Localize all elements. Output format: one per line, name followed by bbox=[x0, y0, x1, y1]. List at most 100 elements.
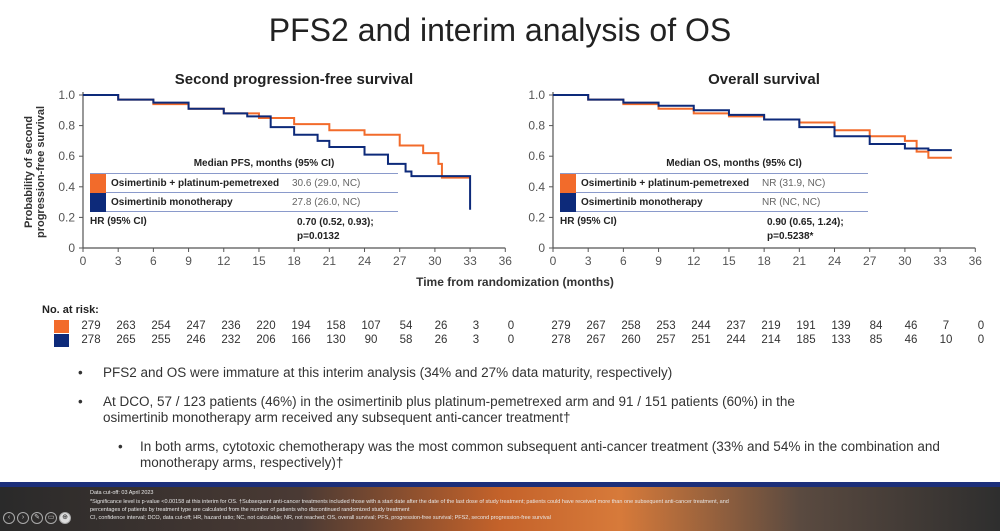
y-tick-label: 0 bbox=[538, 241, 545, 255]
at-risk-mono: 257 bbox=[656, 334, 676, 346]
x-tick-label: 21 bbox=[793, 254, 807, 268]
legend-row: Osimertinib monotherapy NR (NC, NC) bbox=[560, 192, 868, 212]
at-risk-combo: 158 bbox=[326, 320, 346, 332]
x-tick-label: 0 bbox=[550, 254, 557, 268]
x-tick-label: 30 bbox=[898, 254, 912, 268]
at-risk-mono: 232 bbox=[221, 334, 241, 346]
km-plots: 00.20.40.60.81.00 3 6 9 12 15 18 21 24 27 30 33 3600… bbox=[58, 88, 983, 268]
legend-swatch bbox=[560, 192, 576, 212]
at-risk-mono: 246 bbox=[186, 334, 206, 346]
at-risk-combo: 26 bbox=[434, 320, 448, 332]
y-tick-label: 0.6 bbox=[58, 149, 75, 163]
footer-band bbox=[0, 482, 1000, 531]
y-tick-label: 0.4 bbox=[58, 180, 75, 194]
combo-curve bbox=[553, 94, 952, 159]
at-risk-combo: 3 bbox=[472, 320, 480, 332]
at-risk-combo: 263 bbox=[116, 320, 136, 332]
y-tick-label: 1.0 bbox=[58, 88, 75, 102]
at-risk-combo: 84 bbox=[869, 320, 883, 332]
at-risk-mono: 255 bbox=[151, 334, 171, 346]
x-tick-label: 12 bbox=[217, 254, 231, 268]
legend-header: Median PFS, months (95% CI) bbox=[193, 158, 335, 169]
x-axis-label: Time from randomization (months) bbox=[416, 275, 614, 289]
footnote: Data cut-off: 03 April 2023 bbox=[90, 490, 154, 496]
x-tick-label: 33 bbox=[933, 254, 947, 268]
at-risk-combo: 244 bbox=[691, 320, 711, 332]
legend-median: NR (31.9, NC) bbox=[762, 177, 826, 189]
at-risk-combo: 7 bbox=[942, 320, 950, 332]
y-tick-label: 0.2 bbox=[528, 210, 545, 224]
x-tick-label: 0 bbox=[80, 254, 87, 268]
zoom-icon[interactable]: ⊕ bbox=[59, 512, 71, 524]
x-tick-label: 15 bbox=[252, 254, 266, 268]
hr-value: 0.70 (0.52, 0.93); p=0.0132 bbox=[297, 217, 374, 242]
at-risk-combo: 258 bbox=[621, 320, 641, 332]
x-tick-label: 33 bbox=[463, 254, 477, 268]
at-risk-mono: 85 bbox=[869, 334, 883, 346]
at-risk-combo: 139 bbox=[831, 320, 851, 332]
mono-curve bbox=[83, 94, 472, 210]
at-risk-combo: 0 bbox=[977, 320, 985, 332]
x-tick-label: 24 bbox=[358, 254, 372, 268]
at-risk-mono: 214 bbox=[761, 334, 781, 346]
x-tick-label: 6 bbox=[150, 254, 157, 268]
legend-row: Osimertinib monotherapy 27.8 (26.0, NC) bbox=[90, 192, 398, 212]
legend-median: 27.8 (26.0, NC) bbox=[292, 196, 361, 208]
legend-row: Osimertinib + platinum-pemetrexed NR (31… bbox=[560, 173, 868, 193]
legend-series-name: Osimertinib monotherapy bbox=[581, 196, 703, 208]
x-tick-label: 18 bbox=[757, 254, 771, 268]
at-risk-mono: 0 bbox=[507, 334, 515, 346]
x-tick-label: 18 bbox=[287, 254, 301, 268]
combo-curve bbox=[83, 94, 471, 179]
x-tick-label: 12 bbox=[687, 254, 701, 268]
legend-swatch bbox=[90, 173, 106, 193]
legend-series-name: Osimertinib monotherapy bbox=[111, 196, 233, 208]
at-risk-combo: 236 bbox=[221, 320, 241, 332]
at-risk-mono: 260 bbox=[621, 334, 641, 346]
x-tick-label: 27 bbox=[393, 254, 407, 268]
legend-median: NR (NC, NC) bbox=[762, 196, 821, 208]
at-risk-label: No. at risk: bbox=[42, 304, 99, 316]
pfs2-legend: Median PFS, months (95% CI) Osimertinib … bbox=[90, 158, 398, 244]
hr-row: HR (95% CI) 0.90 (0.65, 1.24); p=0.5238* bbox=[560, 211, 868, 244]
at-risk-combo: 247 bbox=[186, 320, 206, 332]
bullet-1: PFS2 and OS were immature at this interi… bbox=[103, 365, 673, 380]
x-tick-label: 3 bbox=[115, 254, 122, 268]
legend-swatch bbox=[90, 192, 106, 212]
previous-slide-icon[interactable]: ‹ bbox=[3, 512, 15, 524]
x-tick-label: 36 bbox=[969, 254, 983, 268]
at-risk-mono: 0 bbox=[977, 334, 985, 346]
y-tick-label: 0.6 bbox=[528, 149, 545, 163]
at-risk-combo: 254 bbox=[151, 320, 171, 332]
x-tick-label: 15 bbox=[722, 254, 736, 268]
at-risk-combo: 279 bbox=[81, 320, 101, 332]
bullet-dot: • bbox=[118, 439, 123, 454]
at-risk-combo: 237 bbox=[726, 320, 746, 332]
os-chart-title: Overall survival bbox=[708, 71, 820, 88]
x-tick-label: 9 bbox=[185, 254, 192, 268]
x-tick-label: 27 bbox=[863, 254, 877, 268]
bullet-dot: • bbox=[78, 365, 83, 380]
at-risk-mono: 58 bbox=[399, 334, 413, 346]
at-risk-mono: 206 bbox=[256, 334, 276, 346]
legend-series-name: Osimertinib + platinum-pemetrexed bbox=[111, 177, 280, 189]
legend-row: Osimertinib + platinum-pemetrexed 30.6 (… bbox=[90, 173, 398, 193]
pfs2-chart-title: Second progression-free survival bbox=[174, 71, 414, 88]
at-risk-combo: 107 bbox=[361, 320, 381, 332]
pen-icon[interactable]: ✎ bbox=[31, 512, 43, 524]
at-risk-combo: 46 bbox=[904, 320, 918, 332]
at-risk-mono: 251 bbox=[691, 334, 711, 346]
at-risk-mono: 3 bbox=[472, 334, 480, 346]
combo-swatch bbox=[54, 320, 69, 333]
next-slide-icon[interactable]: › bbox=[17, 512, 29, 524]
at-risk-mono: 166 bbox=[291, 334, 311, 346]
bullet-3: In both arms, cytotoxic chemotherapy was… bbox=[140, 439, 940, 470]
slides-icon[interactable]: ▭ bbox=[45, 512, 57, 524]
y-tick-label: 1.0 bbox=[528, 88, 545, 102]
x-tick-label: 21 bbox=[323, 254, 337, 268]
slide-title: PFS2 and interim analysis of OS bbox=[268, 12, 732, 48]
at-risk-combo: 194 bbox=[291, 320, 311, 332]
os-legend: Median OS, months (95% CI) Osimertinib +… bbox=[560, 158, 868, 244]
at-risk-mono: 244 bbox=[726, 334, 746, 346]
at-risk-mono: 26 bbox=[434, 334, 448, 346]
